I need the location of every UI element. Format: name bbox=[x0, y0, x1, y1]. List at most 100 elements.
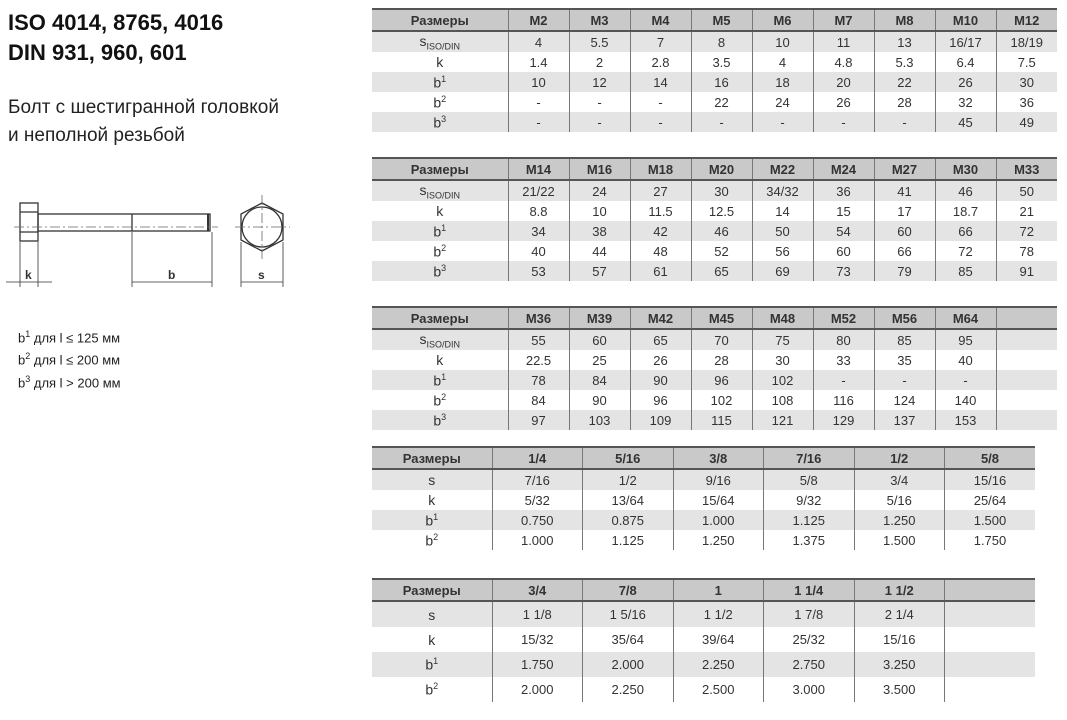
table-cell: 91 bbox=[995, 261, 1057, 281]
b-dimension-label: b bbox=[168, 268, 175, 282]
table-row: b1 0.750 0.875 1.000 1.125 1.250 1.500 bbox=[372, 510, 1035, 530]
table-cell: 18.7 bbox=[934, 201, 996, 221]
table-cell: 84 bbox=[568, 370, 630, 390]
table-cell: 69 bbox=[751, 261, 813, 281]
table-row: b3- - - - - - -45 49 bbox=[372, 112, 1057, 132]
table-cell: 3/4 bbox=[853, 469, 945, 490]
row-label: b1 bbox=[372, 72, 508, 92]
column-header: 1 bbox=[672, 578, 764, 602]
row-symbol: b bbox=[433, 372, 442, 389]
table-cell: 90 bbox=[629, 370, 691, 390]
note-symbol: b bbox=[18, 352, 26, 368]
table-cell: 14 bbox=[629, 72, 691, 92]
row-label: b3 bbox=[372, 261, 508, 281]
table-cell: 78 bbox=[995, 241, 1057, 261]
title-line: ISO 4014, 8765, 4016 bbox=[8, 10, 224, 35]
row-label: b2 bbox=[372, 241, 508, 261]
table-cell: 9/32 bbox=[763, 490, 854, 510]
table-row: k 22.5 25 26 28 30 33 35 40 bbox=[372, 350, 1057, 370]
header-row: Размеры M14 M16 M18 M20 M22 M24 M27 M30 M33 bbox=[372, 157, 1057, 181]
row-superscript: 3 bbox=[441, 113, 447, 124]
table-cell: 1.250 bbox=[853, 510, 945, 530]
table-cell: 5/8 bbox=[763, 469, 854, 490]
row-symbol: s bbox=[428, 472, 436, 488]
table-cell: 2.000 bbox=[491, 677, 583, 702]
table-cell: 116 bbox=[812, 390, 874, 410]
table-cell: 108 bbox=[751, 390, 813, 410]
table-cell: 7.5 bbox=[995, 52, 1057, 72]
table-cell: - bbox=[812, 370, 874, 390]
column-header: M10 bbox=[934, 8, 996, 32]
table-cell: 1.000 bbox=[491, 530, 583, 550]
header-row: Размеры M2 M3 M4 M5 M6 M7 M8 M10 M12 bbox=[372, 8, 1057, 32]
row-label: b2 bbox=[372, 677, 492, 702]
table-cell: 53 bbox=[507, 261, 569, 281]
table-cell: 49 bbox=[995, 112, 1057, 132]
table-cell: 85 bbox=[873, 329, 935, 350]
subtitle-line: и неполной резьбой bbox=[8, 125, 185, 146]
table-cell: 50 bbox=[995, 180, 1057, 201]
table-cell: 140 bbox=[934, 390, 996, 410]
table-cell: 153 bbox=[934, 410, 996, 430]
note-line: b2 для l ≤ 200 мм bbox=[18, 347, 121, 369]
table-cell: 18 bbox=[751, 72, 813, 92]
table-cell: 34 bbox=[507, 221, 569, 241]
row-label: b1 bbox=[372, 652, 492, 677]
table-cell: 60 bbox=[873, 221, 935, 241]
table-cell: - bbox=[873, 370, 935, 390]
note-text: для l ≤ 125 мм bbox=[30, 330, 121, 346]
table-cell: 2.250 bbox=[672, 652, 764, 677]
table-cell: 66 bbox=[873, 241, 935, 261]
column-header: M4 bbox=[629, 8, 691, 32]
table-cell: 38 bbox=[568, 221, 630, 241]
table-cell: 85 bbox=[934, 261, 996, 281]
table-row: k 1.4 2 2.8 3.5 4 4.8 5.3 6.4 7.5 bbox=[372, 52, 1057, 72]
column-header: M8 bbox=[873, 8, 935, 32]
column-header: M2 bbox=[507, 8, 569, 32]
table-cell: 5/16 bbox=[853, 490, 945, 510]
table-cell: 26 bbox=[812, 92, 874, 112]
row-symbol: b bbox=[433, 74, 442, 91]
row-symbol: b bbox=[433, 114, 442, 131]
table-cell: 4 bbox=[751, 52, 813, 72]
column-header: 7/16 bbox=[763, 446, 854, 470]
row-label: b1 bbox=[372, 370, 508, 390]
table-cell: 60 bbox=[812, 241, 874, 261]
header-row: Размеры 3/4 7/8 1 1 1/4 1 1/2 bbox=[372, 578, 1035, 602]
table-cell: 65 bbox=[690, 261, 752, 281]
table-cell: 75 bbox=[751, 329, 813, 350]
column-header: M14 bbox=[507, 157, 569, 181]
column-header: M24 bbox=[812, 157, 874, 181]
row-superscript: 2 bbox=[441, 242, 447, 253]
table-cell bbox=[944, 601, 1035, 627]
table-cell: 20 bbox=[812, 72, 874, 92]
size-table: Размеры M14 M16 M18 M20 M22 M24 M27 M30 M33 sISO/D… bbox=[372, 157, 1057, 281]
table-cell: 9/16 bbox=[672, 469, 764, 490]
table-cell: 1.125 bbox=[763, 510, 854, 530]
table-cell bbox=[995, 350, 1057, 370]
row-label: k bbox=[372, 52, 508, 72]
row-label: b1 bbox=[372, 510, 492, 530]
column-header bbox=[995, 306, 1057, 330]
table-cell: 28 bbox=[873, 92, 935, 112]
table-cell: 60 bbox=[568, 329, 630, 350]
table-cell: 1 1/8 bbox=[491, 601, 583, 627]
column-header bbox=[944, 578, 1035, 602]
row-superscript: 1 bbox=[433, 511, 439, 522]
table-row: b2 84 90 96 102 108 116 124 140 bbox=[372, 390, 1057, 410]
table-cell: 11 bbox=[812, 31, 874, 52]
table-cell: 72 bbox=[995, 221, 1057, 241]
table-cell: 15/16 bbox=[853, 627, 945, 652]
table-row: b2 40 44 48 52 56 60 66 72 78 bbox=[372, 241, 1057, 261]
table-cell: - bbox=[568, 112, 630, 132]
table-cell: 1.250 bbox=[672, 530, 764, 550]
table-cell: - bbox=[629, 92, 691, 112]
table-row: sISO/DIN 55 60 65 70 75 80 85 95 bbox=[372, 329, 1057, 350]
table-cell: 26 bbox=[934, 72, 996, 92]
table-cell bbox=[995, 370, 1057, 390]
table-row: b1 78 84 90 96 102- - - bbox=[372, 370, 1057, 390]
table-cell: 22 bbox=[873, 72, 935, 92]
row-symbol: b bbox=[433, 412, 442, 429]
row-symbol: b bbox=[425, 681, 434, 698]
table-cell: 16/17 bbox=[934, 31, 996, 52]
